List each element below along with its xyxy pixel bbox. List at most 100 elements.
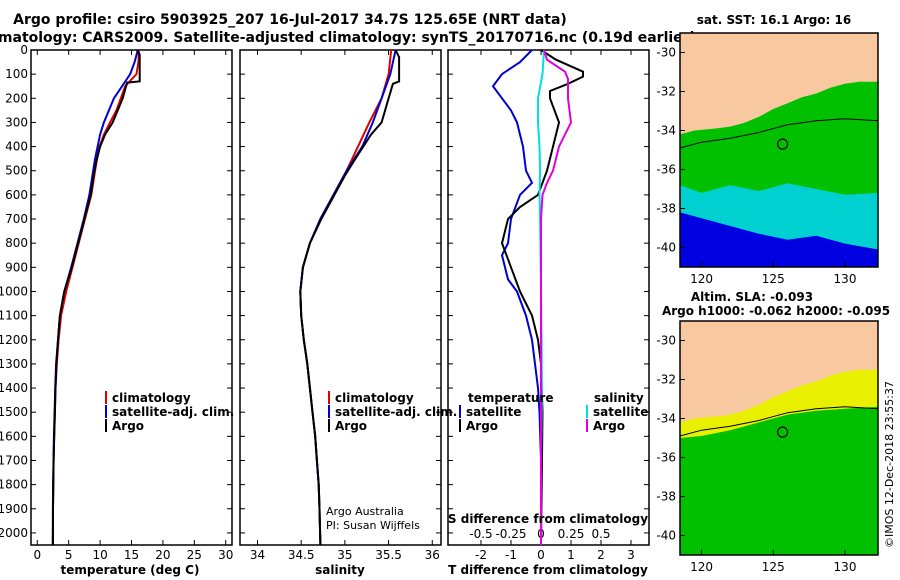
- series-line-argo: [52, 49, 141, 545]
- sst-map: 120 125 130 -30 -32 -34 -36 -38 -40: [656, 32, 879, 286]
- legend-label-temperature: temperature: [468, 391, 553, 405]
- x-tick-label: 34.5: [288, 548, 315, 562]
- series-line-argo: [299, 49, 401, 546]
- depth-tick-label: 1000: [0, 284, 28, 298]
- legend-label-s-argo: Argo: [593, 419, 625, 433]
- float-position-marker: [776, 426, 789, 438]
- x-tick-label: 36: [425, 548, 440, 562]
- series-line-salinity-argo: [540, 49, 573, 545]
- depth-tick-label: 600: [5, 188, 28, 202]
- depth-tick-label: 1400: [0, 381, 28, 395]
- depth-tick-label: 2000: [0, 526, 28, 540]
- depth-tick-label: 500: [5, 164, 28, 178]
- lat-tick-label: -36: [656, 451, 676, 465]
- difference-panel: -2 -1 0 1 2 3-0.5 -0.25 0 0.25 0.5: [448, 49, 649, 562]
- x-tick-label: 0: [33, 548, 41, 562]
- x-tick-label: 35.5: [375, 548, 402, 562]
- depth-tick-label: 1800: [0, 478, 28, 492]
- lon-tick-label: 120: [690, 272, 713, 286]
- series-line-climatology: [52, 49, 140, 545]
- lon-tick-label: 120: [690, 560, 713, 574]
- pi-name: PI: Susan Wijffels: [326, 519, 420, 532]
- legend-label-satellite: satellite-adj. clim.: [335, 405, 457, 419]
- imos-credit: ©IMOS 12-Dec-2018 23:55:37: [883, 381, 896, 548]
- depth-axis: 0 100 200 300 400 500 600 700 800 900 1000 1100 1200…: [0, 43, 28, 540]
- x-tick-label: -2: [475, 548, 487, 562]
- cold-water-area: [680, 212, 878, 267]
- legend-label-climatology: climatology: [335, 391, 414, 405]
- depth-tick-label: 1200: [0, 333, 28, 347]
- x-tick-label: 5: [65, 548, 73, 562]
- series-line-temperature-satellite: [491, 49, 542, 545]
- x-tick-label: -1: [505, 548, 517, 562]
- lat-tick-label: -40: [656, 529, 676, 543]
- isobath-contour: [679, 118, 879, 149]
- depth-tick-label: 900: [5, 260, 28, 274]
- depth-tick-label: 300: [5, 115, 28, 129]
- series-line-temperature-argo: [500, 49, 584, 546]
- float-position-marker: [776, 138, 789, 150]
- depth-tick-label: 0: [20, 43, 28, 57]
- difference-panel-frame: [447, 49, 650, 546]
- pi-institution: Argo Australia: [326, 505, 404, 518]
- depth-tick-label: 700: [5, 212, 28, 226]
- s-diff-tick-label: -0.25: [495, 527, 526, 541]
- x-tick-label: 0: [537, 548, 545, 562]
- t-difference-axis-label: T difference from climatology: [448, 563, 648, 577]
- depth-tick-label: 200: [5, 91, 28, 105]
- lat-tick-label: -32: [656, 373, 676, 387]
- s-diff-tick-label: 0.25: [558, 527, 585, 541]
- s-difference-axis-label: S difference from climatology: [448, 512, 648, 526]
- temperature-panel-frame: [30, 49, 233, 546]
- lat-tick-label: -38: [656, 490, 676, 504]
- x-tick-label: 20: [155, 548, 170, 562]
- s-diff-tick-label: 0.5: [591, 527, 610, 541]
- lat-tick-label: -38: [656, 202, 676, 216]
- lat-tick-label: -30: [656, 334, 676, 348]
- x-tick-label: 25: [187, 548, 202, 562]
- depth-tick-label: 1900: [0, 502, 28, 516]
- lat-tick-label: -30: [656, 46, 676, 60]
- legend-label-t-argo: Argo: [466, 419, 498, 433]
- sst-map-title: sat. SST: 16.1 Argo: 16: [697, 13, 851, 27]
- temperature-axis-label: temperature (deg C): [61, 563, 200, 577]
- salinity-legend: climatology satellite-adj. clim. Argo: [328, 391, 457, 433]
- lon-tick-label: 125: [762, 272, 785, 286]
- lat-tick-label: -34: [656, 412, 676, 426]
- title-line-1: Argo profile: csiro 5903925_207 16-Jul-2…: [13, 12, 567, 28]
- x-tick-label: 1: [567, 548, 575, 562]
- legend-label-t-satellite: satellite: [466, 405, 521, 419]
- depth-tick-label: 400: [5, 140, 28, 154]
- depth-tick-label: 100: [5, 67, 28, 81]
- legend-label-s-satellite: satellite: [593, 405, 648, 419]
- x-tick-label: 2: [597, 548, 605, 562]
- salinity-panel-frame: [239, 49, 442, 546]
- x-tick-label: 3: [627, 548, 635, 562]
- lon-tick-label: 125: [762, 560, 785, 574]
- x-tick-label: 35: [337, 548, 352, 562]
- depth-tick-label: 1600: [0, 429, 28, 443]
- difference-legend: temperature satellite Argo salinity sate…: [459, 391, 648, 433]
- temperature-legend: climatology satellite-adj. clim. Argo: [105, 391, 234, 433]
- depth-tick-label: 1700: [0, 453, 28, 467]
- salinity-axis-label: salinity: [315, 563, 365, 577]
- lon-tick-label: 130: [834, 560, 857, 574]
- map-frame: [679, 320, 879, 556]
- legend-label-argo: Argo: [112, 419, 144, 433]
- legend-label-salinity: salinity: [594, 391, 644, 405]
- depth-tick-label: 1500: [0, 405, 28, 419]
- legend-label-argo: Argo: [335, 419, 367, 433]
- isobath-contour: [679, 406, 879, 437]
- map-frame: [679, 32, 879, 268]
- sla-map: 120 125 130 -30 -32 -34 -36 -38 -40: [656, 320, 879, 574]
- series-line-climatology: [299, 49, 393, 546]
- depth-tick-label: 1300: [0, 357, 28, 371]
- lat-tick-label: -34: [656, 124, 676, 138]
- legend-label-climatology: climatology: [112, 391, 191, 405]
- lat-tick-label: -40: [656, 241, 676, 255]
- title-line-2: Climatology: CARS2009. Satellite-adjuste…: [0, 30, 696, 46]
- x-tick-label: 34: [250, 548, 265, 562]
- lat-tick-label: -32: [656, 85, 676, 99]
- x-tick-label: 15: [124, 548, 139, 562]
